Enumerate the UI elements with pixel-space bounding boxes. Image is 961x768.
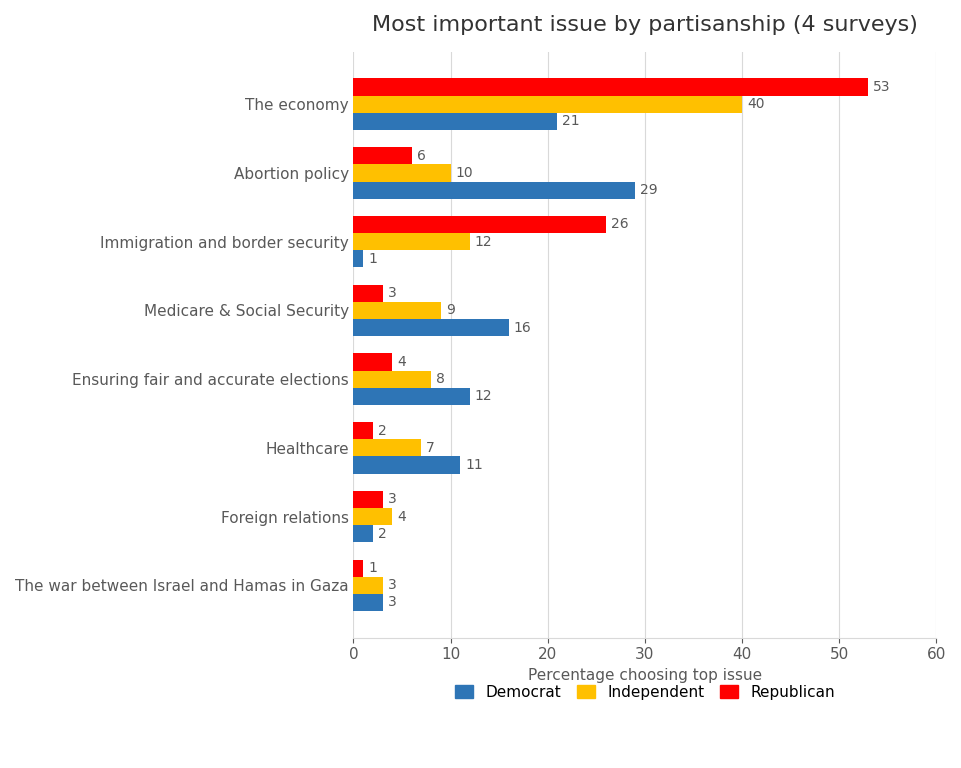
Bar	[354, 302, 441, 319]
Text: 1: 1	[368, 561, 377, 575]
Bar	[354, 439, 422, 456]
Text: 1: 1	[368, 252, 377, 266]
Text: 53: 53	[874, 80, 891, 94]
Bar	[354, 285, 382, 302]
X-axis label: Percentage choosing top issue: Percentage choosing top issue	[528, 668, 762, 683]
Bar	[354, 113, 557, 130]
Bar	[354, 96, 742, 113]
Bar	[354, 353, 392, 370]
Bar	[354, 147, 411, 164]
Text: 4: 4	[397, 355, 406, 369]
Text: 3: 3	[387, 286, 396, 300]
Text: 6: 6	[417, 149, 426, 163]
Bar	[354, 525, 373, 542]
Text: 40: 40	[747, 98, 764, 111]
Bar	[354, 577, 382, 594]
Text: 2: 2	[378, 424, 386, 438]
Text: 2: 2	[378, 527, 386, 541]
Text: 8: 8	[436, 372, 445, 386]
Bar	[354, 319, 509, 336]
Bar	[354, 233, 470, 250]
Text: 3: 3	[387, 595, 396, 610]
Text: 12: 12	[475, 235, 493, 249]
Text: 21: 21	[562, 114, 579, 128]
Bar	[354, 491, 382, 508]
Title: Most important issue by partisanship (4 surveys): Most important issue by partisanship (4 …	[372, 15, 918, 35]
Bar	[354, 388, 470, 405]
Bar	[354, 181, 635, 199]
Bar	[354, 594, 382, 611]
Text: 26: 26	[611, 217, 628, 231]
Bar	[354, 216, 606, 233]
Text: 4: 4	[397, 509, 406, 524]
Bar	[354, 560, 363, 577]
Text: 29: 29	[640, 183, 657, 197]
Text: 7: 7	[427, 441, 435, 455]
Bar	[354, 508, 392, 525]
Text: 3: 3	[387, 492, 396, 506]
Bar	[354, 422, 373, 439]
Text: 11: 11	[465, 458, 483, 472]
Bar	[354, 164, 451, 181]
Text: 9: 9	[446, 303, 455, 317]
Text: 3: 3	[387, 578, 396, 592]
Legend: Democrat, Independent, Republican: Democrat, Independent, Republican	[449, 679, 841, 707]
Text: 10: 10	[456, 166, 473, 180]
Text: 12: 12	[475, 389, 493, 403]
Bar	[354, 456, 460, 474]
Bar	[354, 370, 431, 388]
Bar	[354, 78, 869, 96]
Text: 16: 16	[514, 320, 531, 335]
Bar	[354, 250, 363, 267]
